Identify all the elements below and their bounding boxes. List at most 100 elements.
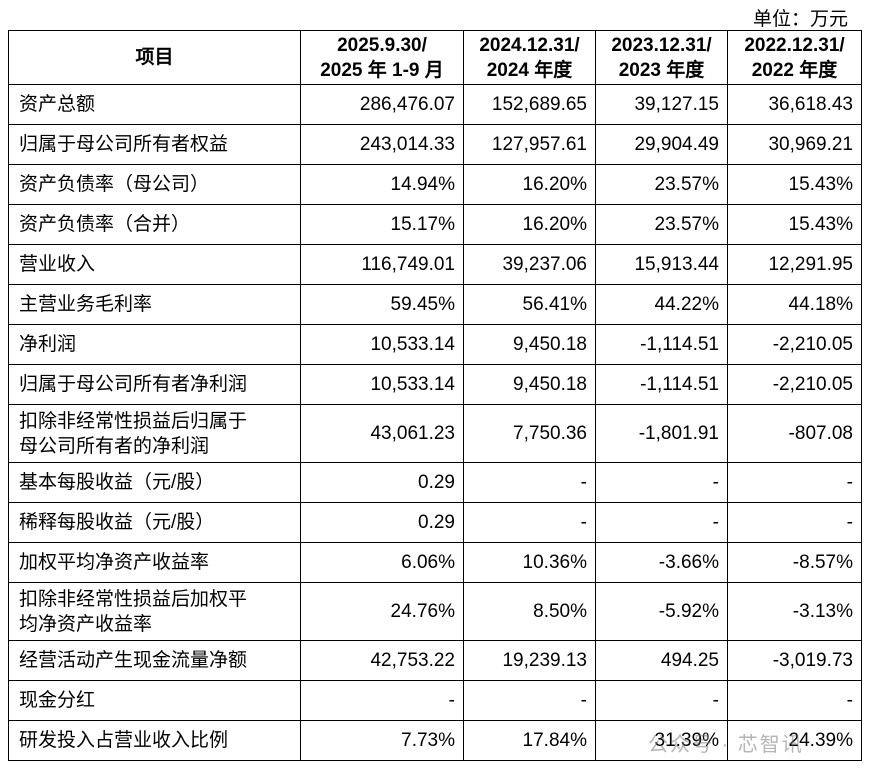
row-label-cell: 归属于母公司所有者权益 xyxy=(8,124,301,165)
value-cell: 16.20% xyxy=(463,204,596,245)
value-cell: 19,239.13 xyxy=(463,640,596,681)
value-cell: 44.22% xyxy=(595,284,728,325)
row-label-cell: 稀释每股收益（元/股） xyxy=(8,502,301,543)
value-cell: 43,061.23 xyxy=(300,404,464,463)
row-label: 主营业务毛利率 xyxy=(19,294,153,315)
row-label: 资产负债率（母公司） xyxy=(19,174,210,195)
value-cell: - xyxy=(595,502,728,543)
value-cell: 39,237.06 xyxy=(463,244,596,285)
value-cell: 39,127.15 xyxy=(595,84,728,125)
value-cell: 243,014.33 xyxy=(300,124,464,165)
value-cell: - xyxy=(463,462,596,503)
value-cell: 56.41% xyxy=(463,284,596,325)
row-label: 现金分红 xyxy=(19,690,96,711)
table-row: 资产总额 286,476.07 152,689.65 39,127.15 36,618.… xyxy=(8,84,862,125)
row-label: 扣除非经常性损益后加权平均净资产收益率 xyxy=(19,588,248,635)
value-cell: -5.92% xyxy=(595,582,728,641)
value-cell: 15.17% xyxy=(300,204,464,245)
table-row: 经营活动产生现金流量净额 42,753.22 19,239.13 494.25 -3,0… xyxy=(8,640,862,681)
row-label-cell: 研发投入占营业收入比例 xyxy=(8,720,301,761)
row-label-cell: 加权平均净资产收益率 xyxy=(8,542,301,583)
value-cell: - xyxy=(727,502,862,543)
row-label: 营业收入 xyxy=(19,254,96,275)
value-cell: 0.29 xyxy=(300,462,464,503)
value-cell: 42,753.22 xyxy=(300,640,464,681)
value-cell: 0.29 xyxy=(300,502,464,543)
table-body: 资产总额 286,476.07 152,689.65 39,127.15 36,618.… xyxy=(8,84,862,761)
row-label-cell: 资产总额 xyxy=(8,84,301,125)
value-cell: -2,210.05 xyxy=(727,364,862,405)
value-cell: 10,533.14 xyxy=(300,324,464,365)
value-cell: - xyxy=(727,462,862,503)
header-line: 2022.12.31/ xyxy=(744,34,845,56)
value-cell: 17.84% xyxy=(463,720,596,761)
header-line: 2025.9.30/ xyxy=(337,34,427,56)
table-row: 归属于母公司所有者净利润 10,533.14 9,450.18 -1,114.51 -2… xyxy=(8,364,862,405)
row-label: 经营活动产生现金流量净额 xyxy=(19,650,248,671)
value-cell: 23.57% xyxy=(595,204,728,245)
value-cell: 494.25 xyxy=(595,640,728,681)
value-cell: 127,957.61 xyxy=(463,124,596,165)
table-row: 主营业务毛利率 59.45% 56.41% 44.22% 44.18% xyxy=(8,284,862,325)
row-label: 扣除非经常性损益后归属于母公司所有者的净利润 xyxy=(19,410,248,457)
row-label: 归属于母公司所有者权益 xyxy=(19,134,229,155)
value-cell: 12,291.95 xyxy=(727,244,862,285)
value-cell: 44.18% xyxy=(727,284,862,325)
header-cell: 2025.9.30/2025 年 1-9 月 xyxy=(300,30,464,85)
table-row: 扣除非经常性损益后加权平均净资产收益率 24.76% 8.50% -5.92% -3.1… xyxy=(8,582,862,641)
value-cell: 10.36% xyxy=(463,542,596,583)
value-cell: 59.45% xyxy=(300,284,464,325)
value-cell: 6.06% xyxy=(300,542,464,583)
table-row: 基本每股收益（元/股） 0.29- - - xyxy=(8,462,862,503)
header-line: 2024 年度 xyxy=(486,59,573,81)
value-cell: 7,750.36 xyxy=(463,404,596,463)
header-cell: 项目 xyxy=(8,30,301,85)
value-cell: - xyxy=(463,502,596,543)
header-line: 2022 年度 xyxy=(751,59,838,81)
value-cell: -3.66% xyxy=(595,542,728,583)
table-row: 净利润 10,533.14 9,450.18 -1,114.51 -2,210.05 xyxy=(8,324,862,365)
header-line: 2023 年度 xyxy=(618,59,705,81)
value-cell: 36,618.43 xyxy=(727,84,862,125)
table-row: 归属于母公司所有者权益 243,014.33 127,957.61 29,904.49… xyxy=(8,124,862,165)
value-cell: 8.50% xyxy=(463,582,596,641)
row-label-cell: 资产负债率（母公司） xyxy=(8,164,301,205)
row-label-cell: 归属于母公司所有者净利润 xyxy=(8,364,301,405)
header-cell: 2024.12.31/2024 年度 xyxy=(463,30,596,85)
row-label-cell: 经营活动产生现金流量净额 xyxy=(8,640,301,681)
row-label: 资产总额 xyxy=(19,94,96,115)
value-cell: - xyxy=(595,680,728,721)
value-cell: -1,801.91 xyxy=(595,404,728,463)
financial-table: 项目 2025.9.30/2025 年 1-9 月 2024.12.31/2024 … xyxy=(8,30,862,761)
value-cell: - xyxy=(463,680,596,721)
value-cell: 9,450.18 xyxy=(463,364,596,405)
table-row: 资产负债率（合并） 15.17% 16.20% 23.57% 15.43% xyxy=(8,204,862,245)
value-cell: 286,476.07 xyxy=(300,84,464,125)
unit-note: 单位：万元 xyxy=(752,9,848,30)
value-cell: - xyxy=(595,462,728,503)
value-cell: 31.39% xyxy=(595,720,728,761)
table-row: 扣除非经常性损益后归属于母公司所有者的净利润 43,061.23 7,750.36-… xyxy=(8,404,862,463)
header-cell: 2023.12.31/2023 年度 xyxy=(595,30,728,85)
row-label-cell: 资产负债率（合并） xyxy=(8,204,301,245)
value-cell: 152,689.65 xyxy=(463,84,596,125)
row-label: 研发投入占营业收入比例 xyxy=(19,730,229,751)
row-label: 资产负债率（合并） xyxy=(19,214,191,235)
row-label-cell: 主营业务毛利率 xyxy=(8,284,301,325)
table-row: 研发投入占营业收入比例 7.73% 17.84% 31.39% 24.39% xyxy=(8,720,862,761)
value-cell: -3.13% xyxy=(727,582,862,641)
row-label: 加权平均净资产收益率 xyxy=(19,552,210,573)
row-label-cell: 净利润 xyxy=(8,324,301,365)
row-label-cell: 营业收入 xyxy=(8,244,301,285)
header-row: 项目 2025.9.30/2025 年 1-9 月 2024.12.31/2024 … xyxy=(8,30,862,85)
value-cell: 29,904.49 xyxy=(595,124,728,165)
value-cell: 116,749.01 xyxy=(300,244,464,285)
value-cell: 23.57% xyxy=(595,164,728,205)
row-label-cell: 现金分红 xyxy=(8,680,301,721)
value-cell: -3,019.73 xyxy=(727,640,862,681)
value-cell: -1,114.51 xyxy=(595,364,728,405)
row-label: 归属于母公司所有者净利润 xyxy=(19,374,248,395)
row-label-cell: 基本每股收益（元/股） xyxy=(8,462,301,503)
header-line: 2025 年 1-9 月 xyxy=(320,59,444,81)
value-cell: 15.43% xyxy=(727,204,862,245)
